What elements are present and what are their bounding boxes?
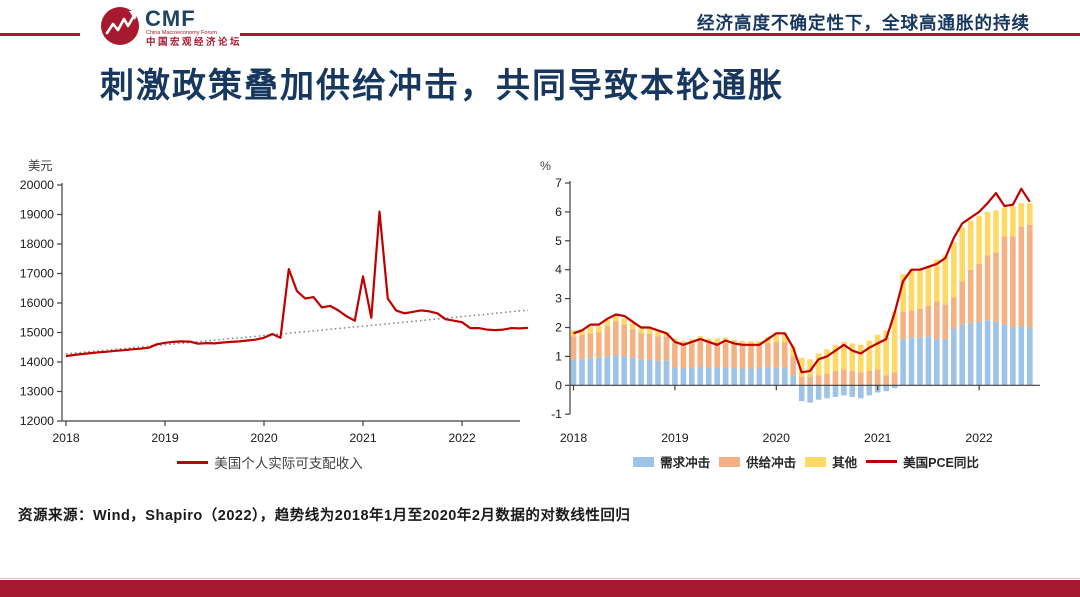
svg-text:2019: 2019 [661,431,689,445]
svg-text:美元: 美元 [28,159,53,173]
page-title: 刺激政策叠加供给冲击，共同导致本轮通胀 [100,67,784,105]
x-axis: 2018 2019 2020 2021 2022 [560,384,1040,445]
legend-label: 美国个人实际可支配收入 [214,456,363,471]
svg-text:15000: 15000 [20,326,54,340]
bars-supply-shock [570,224,1033,386]
svg-text:1: 1 [555,349,562,363]
svg-text:16000: 16000 [20,296,54,310]
legend-label: 其他 [832,456,858,470]
svg-text:2018: 2018 [52,431,80,445]
svg-text:17000: 17000 [20,267,54,281]
svg-text:4: 4 [555,263,562,277]
cmf-logo: CMF China Macroeconomy Forum 中国宏观经济论坛 [101,6,242,48]
svg-text:18000: 18000 [20,237,54,251]
legend-line-swatch [866,460,898,463]
svg-text:12000: 12000 [20,414,54,428]
legend-label: 供给冲击 [746,456,797,470]
svg-text:2021: 2021 [349,431,377,445]
svg-text:2022: 2022 [965,431,993,445]
legend-item: 美国个人实际可支配收入 [177,452,363,472]
legend-item: 其他 [805,452,857,471]
legend-rect-swatch [633,456,655,467]
income-line-chart: 12000 13000 14000 15000 16000 17000 18000 19000… [20,159,529,445]
svg-text:2022: 2022 [448,431,476,445]
svg-text:0: 0 [555,378,562,392]
svg-text:2020: 2020 [763,431,791,445]
y-axis: -1 0 1 2 3 4 5 6 7% [540,159,571,421]
legend-item: 需求冲击 [633,452,710,471]
svg-text:14000: 14000 [20,355,54,369]
bottom-bar-hairline [0,577,1080,579]
income-chart-legend: 美国个人实际可支配收入 [40,452,500,472]
footer-source: 资源来源：Wind，Shapiro（2022），趋势线为2018年1月至2020… [18,508,631,524]
legend-rect-swatch [805,456,827,467]
bars-other [570,203,1033,377]
svg-text:2021: 2021 [864,431,892,445]
svg-text:%: % [540,159,551,173]
x-axis: 2018 2019 2020 2021 2022 [52,420,520,445]
svg-text:13000: 13000 [20,385,54,399]
svg-text:-1: -1 [551,407,562,421]
svg-text:20000: 20000 [20,178,54,192]
income-line [65,210,529,358]
legend-label: 美国PCE同比 [903,456,979,470]
logo-subtitle-cn: 中国宏观经济论坛 [146,36,242,48]
legend-rect-swatch [719,456,741,467]
svg-text:3: 3 [555,292,562,306]
legend-item: 美国PCE同比 [866,452,979,471]
svg-text:19000: 19000 [20,208,54,222]
svg-text:2020: 2020 [250,431,278,445]
header-rule-right [240,33,1080,36]
trend-arrow-icon [101,7,139,45]
bottom-accent-bar [0,580,1080,597]
legend-item: 供给冲击 [719,452,796,471]
header-rule-left [0,33,80,36]
svg-text:2019: 2019 [151,431,179,445]
logo-subtitle-en: China Macroeconomy Forum [146,30,217,36]
logo-acronym: CMF [145,6,196,31]
pce-decomposition-chart: -1 0 1 2 3 4 5 6 7% 2018 2019 2020 2021 2022 [540,159,1040,445]
svg-text:2: 2 [555,321,562,335]
pce-chart-legend: 需求冲击 供给冲击 其他 美国PCE同比 [572,452,1040,471]
svg-text:2018: 2018 [560,431,588,445]
svg-text:7: 7 [555,176,562,190]
pce-line [573,187,1031,374]
trend-line [65,309,529,355]
bars-demand-shock [570,320,1033,403]
header-topic: 经济高度不确定性下，全球高通胀的持续 [697,13,1030,33]
svg-text:5: 5 [555,234,562,248]
legend-line-swatch [177,460,209,464]
svg-text:6: 6 [555,205,562,219]
y-axis: 12000 13000 14000 15000 16000 17000 18000 19000… [20,159,63,428]
legend-label: 需求冲击 [660,456,711,470]
